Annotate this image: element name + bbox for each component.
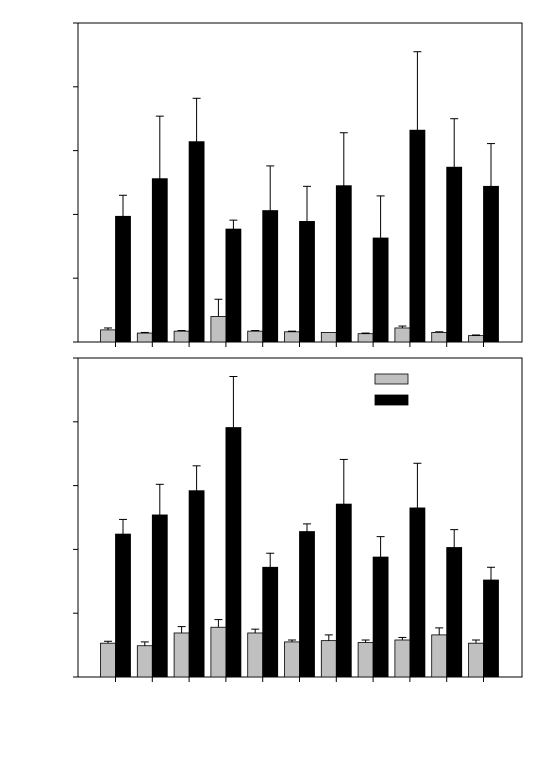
bar-series1-6 [284, 331, 300, 343]
bar-series1-5 [247, 330, 264, 343]
bar-series1-9 [394, 639, 411, 678]
bar-series2-5 [262, 566, 279, 678]
bar-series1-4 [210, 316, 227, 343]
bar-series2-10 [446, 166, 463, 343]
bar-series1-8 [357, 333, 374, 343]
bar-series2-3 [188, 141, 205, 343]
bar-series1-7 [320, 332, 337, 343]
bar-series2-9 [409, 507, 426, 678]
bar-series2-7 [335, 503, 352, 678]
bar-series1-11 [468, 335, 484, 343]
bar-series2-7 [335, 185, 352, 343]
bar-series2-8 [372, 237, 389, 343]
bar-series1-1 [100, 642, 116, 678]
top-chart-panel [73, 22, 523, 347]
bar-series1-2 [136, 332, 153, 343]
bar-series2-9 [409, 129, 426, 343]
bar-series1-6 [284, 641, 300, 678]
bar-series2-11 [483, 579, 499, 678]
bar-series1-10 [431, 332, 448, 343]
bar-series1-8 [357, 642, 374, 678]
bar-series2-5 [262, 210, 279, 343]
bar-series2-10 [446, 547, 463, 678]
bar-series2-4 [225, 228, 242, 343]
bar-series2-2 [151, 178, 168, 343]
bar-series2-1 [115, 533, 131, 678]
bar-series1-10 [431, 634, 448, 678]
bar-series2-2 [151, 514, 168, 678]
bar-series1-9 [394, 327, 411, 343]
bar-series1-2 [136, 645, 153, 678]
bar-series1-7 [320, 640, 337, 678]
bar-series2-11 [483, 185, 499, 343]
bar-series1-1 [100, 329, 116, 343]
bottom-chart-panel [73, 357, 523, 682]
bar-series1-3 [173, 632, 190, 678]
legend-swatch-series2 [374, 394, 409, 406]
bar-series2-1 [115, 215, 131, 343]
bar-series2-6 [299, 531, 315, 678]
bar-series1-11 [468, 642, 484, 678]
bar-series1-5 [247, 632, 264, 678]
bar-series1-4 [210, 626, 227, 678]
bar-series1-3 [173, 330, 190, 343]
legend-swatch-series1 [374, 373, 409, 385]
bar-series2-6 [299, 221, 315, 343]
bar-series2-8 [372, 556, 389, 678]
bar-series2-4 [225, 427, 242, 678]
bar-series2-3 [188, 490, 205, 678]
